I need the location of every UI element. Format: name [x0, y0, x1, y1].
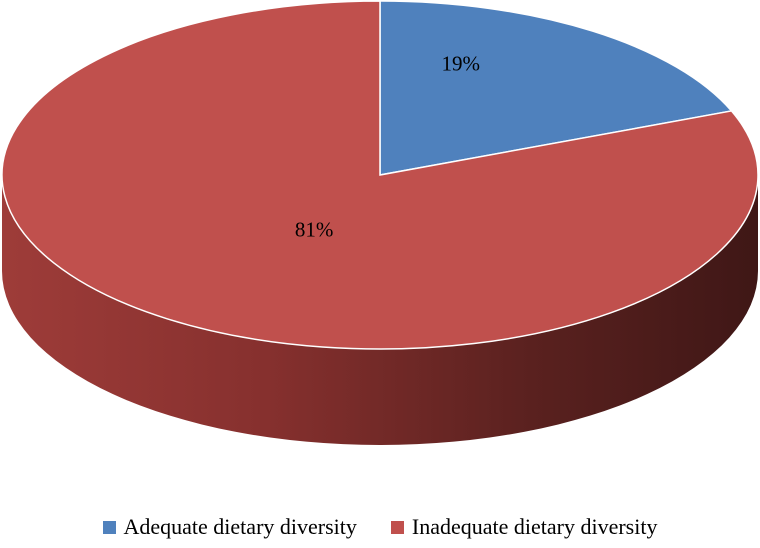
legend-item-adequate: Adequate dietary diversity [102, 514, 357, 540]
slice-side-inadequate [2, 175, 758, 445]
legend-swatch-adequate [102, 520, 116, 534]
legend: Adequate dietary diversity Inadequate di… [0, 512, 760, 542]
data-label-adequate: 19% [441, 52, 480, 76]
pie-labels: 19% 81% [295, 52, 480, 242]
data-label-inadequate: 81% [295, 218, 334, 242]
pie-top [1, 0, 759, 350]
pie-chart: 19% 81% [1, 0, 759, 445]
slice-inadequate [1, 0, 759, 350]
legend-label-adequate: Adequate dietary diversity [123, 514, 357, 539]
legend-item-inadequate: Inadequate dietary diversity [390, 514, 658, 540]
pie-side [2, 175, 758, 445]
slice-adequate [379, 0, 733, 176]
legend-label-inadequate: Inadequate dietary diversity [411, 514, 658, 539]
legend-swatch-inadequate [390, 520, 404, 534]
